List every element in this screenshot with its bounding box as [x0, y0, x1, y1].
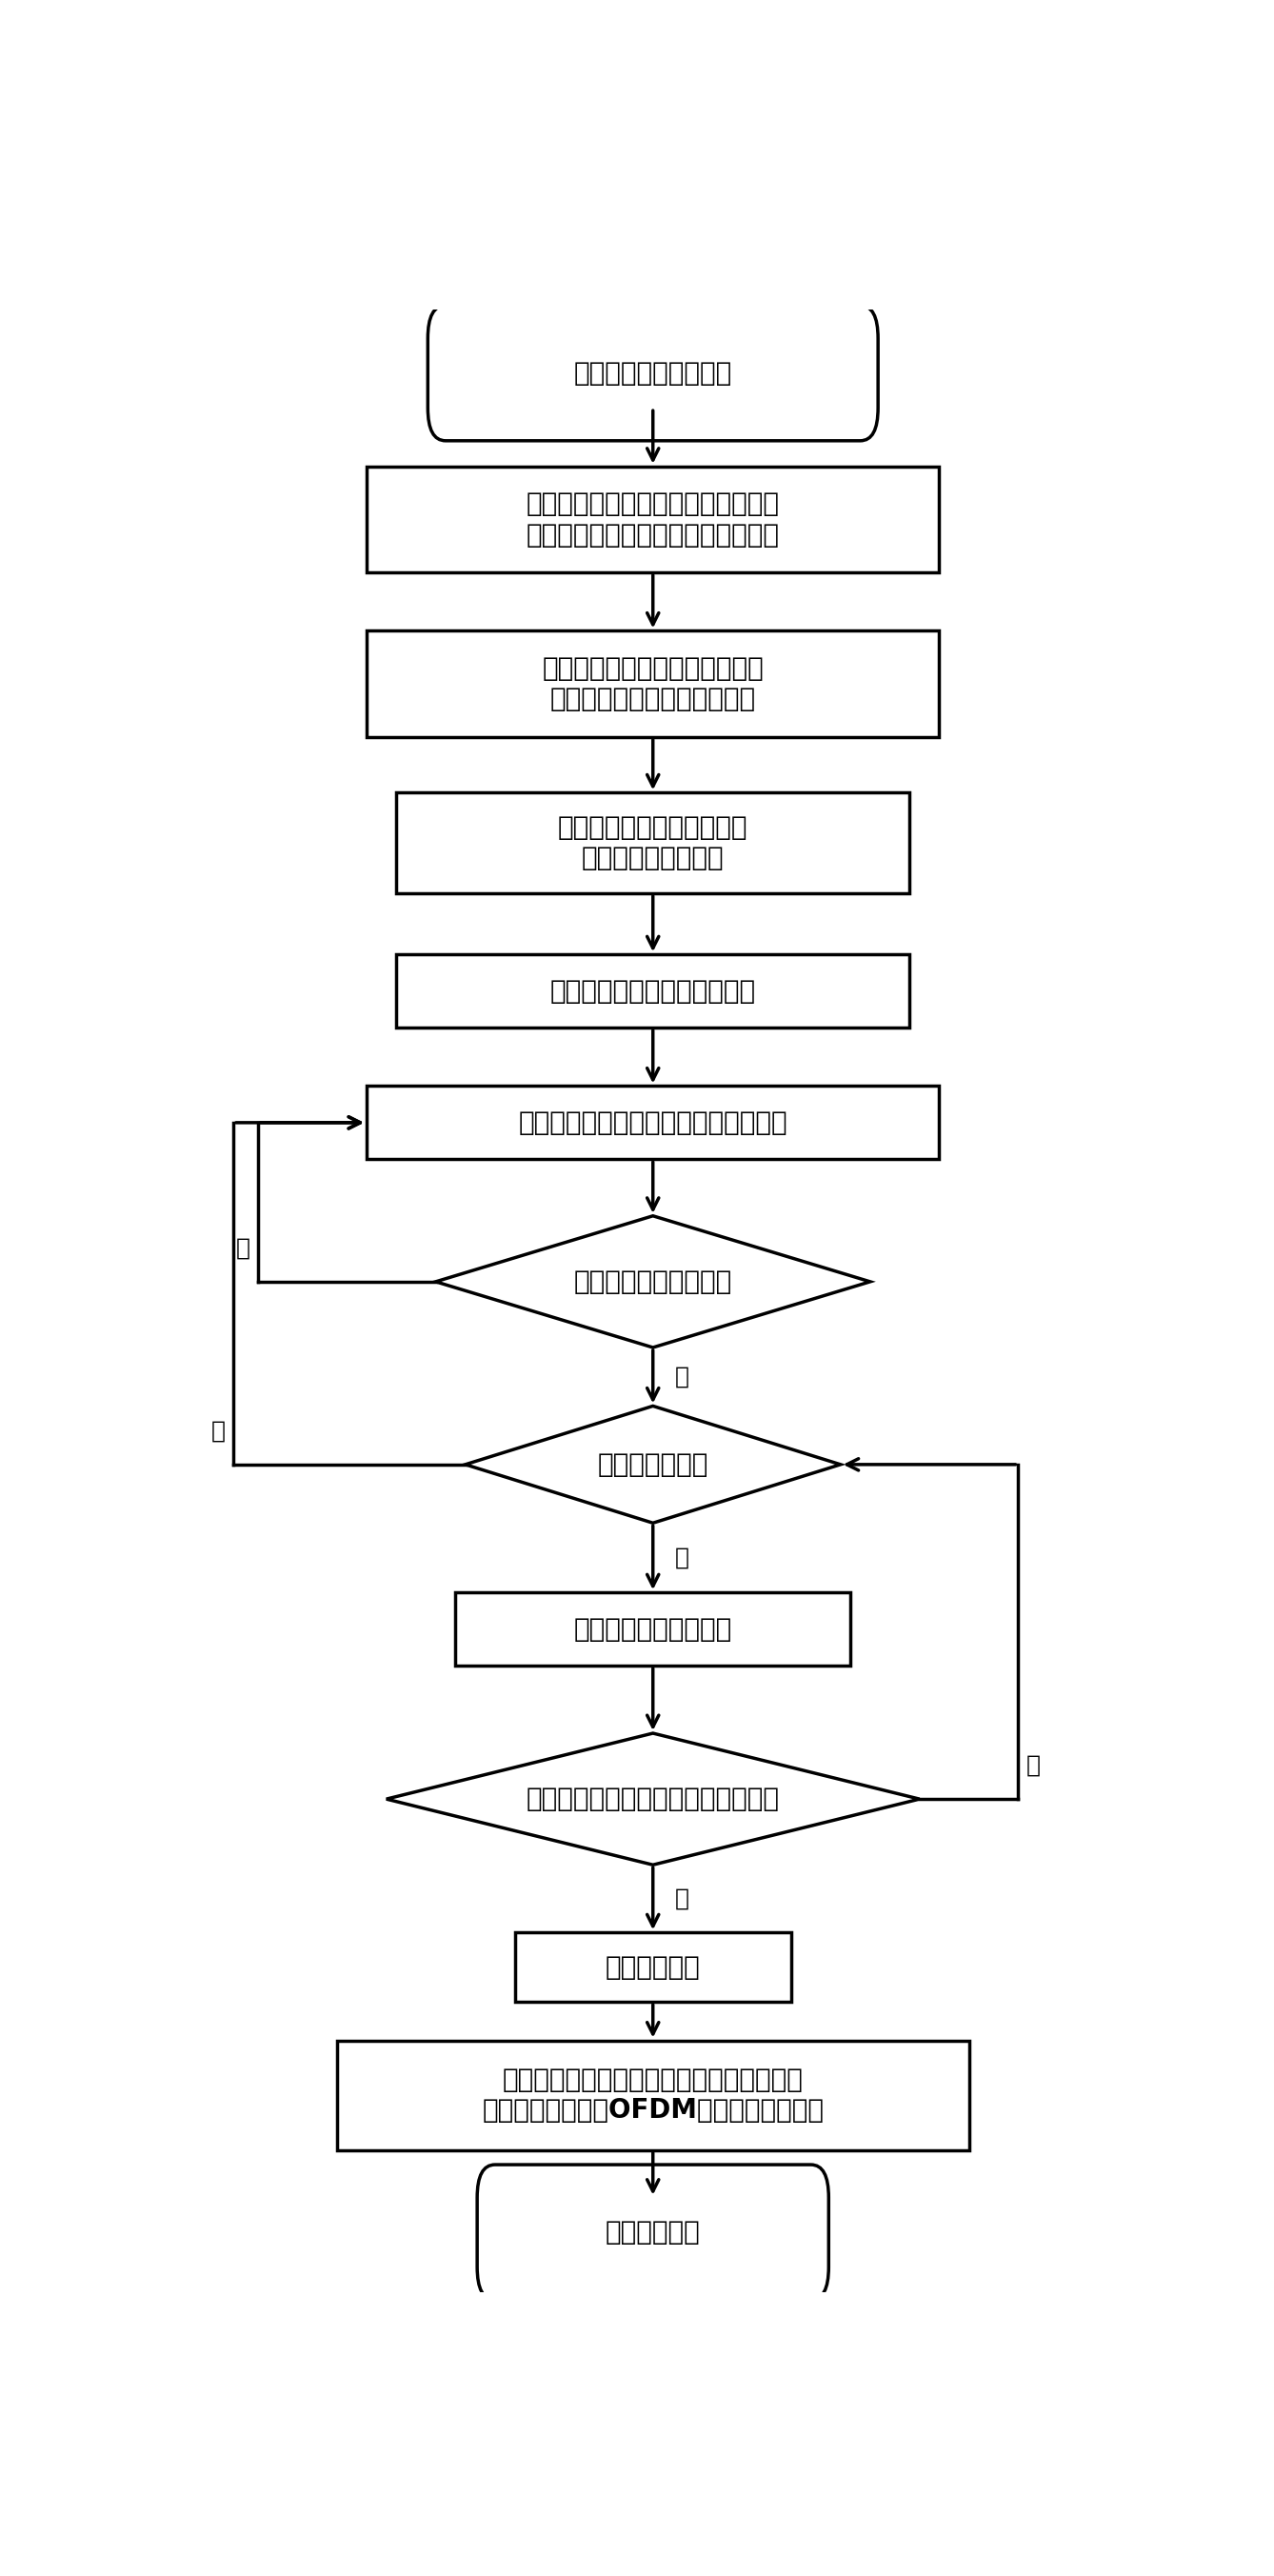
Bar [396, 793, 910, 894]
Text: 活跃的用户终端估计信道状态信息，
选择最优的一个基站发送天线的子集: 活跃的用户终端估计信道状态信息， 选择最优的一个基站发送天线的子集 [526, 489, 780, 549]
Text: 否: 否 [675, 1546, 689, 1569]
Bar [336, 2040, 970, 2151]
Text: 分配所选天线: 分配所选天线 [605, 1955, 701, 1981]
FancyBboxPatch shape [428, 307, 878, 440]
Text: 结束此次调度: 结束此次调度 [605, 2218, 701, 2246]
Text: 基站天线是否全分配？: 基站天线是否全分配？ [573, 1267, 733, 1296]
Text: 是: 是 [236, 1236, 250, 1260]
Polygon shape [386, 1734, 920, 1865]
Bar [456, 1592, 851, 1667]
Polygon shape [465, 1406, 841, 1522]
Text: 根据用户的信道状态信息，
计算各用户的优先权: 根据用户的信道状态信息， 计算各用户的优先权 [558, 814, 748, 871]
Text: 取队列中的下一个用户: 取队列中的下一个用户 [573, 1615, 733, 1643]
Bar [515, 1932, 791, 2002]
Text: 否: 否 [675, 1888, 689, 1911]
Bar [367, 466, 939, 572]
Text: 用户向基站反馈天线子集指示符
和与天线子集相关的信道信息: 用户向基站反馈天线子集指示符 和与天线子集相关的信道信息 [543, 654, 763, 714]
Text: 否: 否 [675, 1365, 689, 1388]
Bar [367, 1087, 939, 1159]
Text: 当天线系统同时分配给多个用户时，给这些
用户分配正交码或OFDM系统中的子载频组: 当天线系统同时分配给多个用户时，给这些 用户分配正交码或OFDM系统中的子载频组 [482, 2066, 824, 2125]
Text: 是: 是 [211, 1419, 225, 1443]
Text: 是: 是 [1026, 1754, 1041, 1777]
Text: 当前用户的所选天线是否已被分配？: 当前用户的所选天线是否已被分配？ [526, 1785, 780, 1814]
Bar [367, 631, 939, 737]
Polygon shape [436, 1216, 870, 1347]
FancyBboxPatch shape [478, 2164, 828, 2300]
Text: 将用户排成一个优先降序队列: 将用户排成一个优先降序队列 [550, 979, 755, 1005]
Text: 取第一个用户，按需分配基站发射天线: 取第一个用户，按需分配基站发射天线 [519, 1110, 787, 1136]
Text: 是否已到队末？: 是否已到队末？ [598, 1450, 708, 1479]
Bar [396, 956, 910, 1028]
Text: 开始对下一时段的调度: 开始对下一时段的调度 [573, 361, 733, 386]
